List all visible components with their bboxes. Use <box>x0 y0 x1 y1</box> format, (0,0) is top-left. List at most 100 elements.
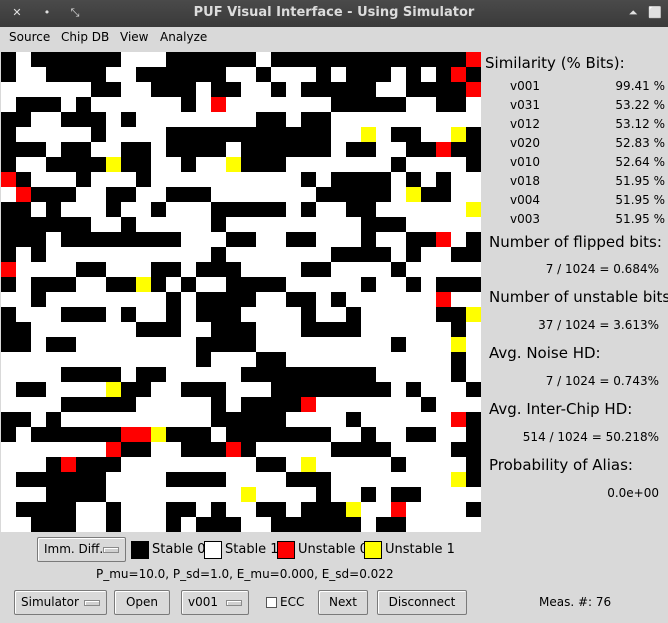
bit-cell <box>181 367 196 382</box>
bit-cell <box>301 112 316 127</box>
bit-cell <box>391 352 406 367</box>
bit-cell <box>451 67 466 82</box>
bit-cell <box>181 247 196 262</box>
minimize-icon[interactable]: • <box>43 6 51 19</box>
menu-bar: Source Chip DB View Analyze <box>0 27 668 49</box>
bit-cell <box>1 307 16 322</box>
bit-cell <box>346 382 361 397</box>
bit-cell <box>286 187 301 202</box>
bit-cell <box>286 397 301 412</box>
bit-cell <box>121 277 136 292</box>
bit-cell <box>421 292 436 307</box>
bit-cell <box>241 52 256 67</box>
bit-cell <box>286 307 301 322</box>
bit-cell <box>376 217 391 232</box>
bit-cell <box>121 487 136 502</box>
bit-cell <box>391 232 406 247</box>
bit-cell <box>211 382 226 397</box>
bit-cell <box>391 157 406 172</box>
bit-cell <box>361 352 376 367</box>
view-mode-dropdown[interactable]: Imm. Diff. <box>37 537 126 562</box>
ecc-checkbox[interactable] <box>266 597 277 608</box>
bit-cell <box>436 412 451 427</box>
bit-cell <box>1 97 16 112</box>
bit-cell <box>151 127 166 142</box>
bit-cell <box>61 307 76 322</box>
disconnect-button[interactable]: Disconnect <box>377 590 467 615</box>
bit-cell <box>331 67 346 82</box>
bit-cell <box>46 277 61 292</box>
bit-cell <box>166 412 181 427</box>
bit-cell <box>271 82 286 97</box>
bit-cell <box>436 172 451 187</box>
bit-cell <box>106 382 121 397</box>
bit-cell <box>241 277 256 292</box>
menu-view[interactable]: View <box>120 30 149 44</box>
bit-cell <box>226 397 241 412</box>
bit-cell <box>76 52 91 67</box>
bit-cell <box>316 232 331 247</box>
source-dropdown[interactable]: Simulator <box>14 590 107 615</box>
bit-cell <box>376 127 391 142</box>
bit-cell <box>16 127 31 142</box>
bit-cell <box>226 262 241 277</box>
collapse-icon[interactable]: ⏶ <box>628 6 638 19</box>
bit-cell <box>181 457 196 472</box>
bit-cell <box>106 472 121 487</box>
bit-cell <box>256 157 271 172</box>
bit-cell <box>166 457 181 472</box>
bit-cell <box>451 82 466 97</box>
maximize-icon[interactable]: ⬜ <box>648 6 662 19</box>
bit-cell <box>226 157 241 172</box>
bit-cell <box>331 307 346 322</box>
bit-cell <box>316 352 331 367</box>
bit-cell <box>391 67 406 82</box>
menu-chip-db[interactable]: Chip DB <box>61 30 110 44</box>
bit-cell <box>196 472 211 487</box>
menu-analyze[interactable]: Analyze <box>160 30 208 44</box>
bit-cell <box>46 232 61 247</box>
menu-source[interactable]: Source <box>9 30 51 44</box>
bit-cell <box>451 292 466 307</box>
bit-cell <box>406 142 421 157</box>
bit-cell <box>301 277 316 292</box>
similarity-row: v001 99.41 % <box>510 79 665 93</box>
similarity-row: v020 52.83 % <box>510 136 665 150</box>
bit-cell <box>136 187 151 202</box>
bit-cell <box>406 442 421 457</box>
bit-cell <box>361 97 376 112</box>
bit-cell <box>286 112 301 127</box>
bit-cell <box>316 502 331 517</box>
bit-cell <box>376 442 391 457</box>
bit-cell <box>166 82 181 97</box>
bit-cell <box>76 382 91 397</box>
bit-cell <box>61 157 76 172</box>
bit-cell <box>181 232 196 247</box>
bit-cell <box>61 442 76 457</box>
bit-cell <box>91 172 106 187</box>
bit-cell <box>106 112 121 127</box>
bit-cell <box>16 217 31 232</box>
chip-select-dropdown[interactable]: v001 <box>181 590 249 615</box>
bit-cell <box>361 202 376 217</box>
restore-icon[interactable]: ⤡ <box>70 6 80 19</box>
unstable0-label: Unstable 0 <box>298 542 368 557</box>
bit-cell <box>166 157 181 172</box>
bit-cell <box>331 217 346 232</box>
bit-cell <box>181 517 196 532</box>
bit-cell <box>226 427 241 442</box>
bit-cell <box>466 427 481 442</box>
next-button[interactable]: Next <box>318 590 368 615</box>
close-icon[interactable]: ✕ <box>12 6 22 19</box>
bit-cell <box>256 307 271 322</box>
bit-cell <box>256 262 271 277</box>
bit-cell <box>31 142 46 157</box>
bit-cell <box>451 112 466 127</box>
bit-cell <box>286 262 301 277</box>
bit-cell <box>241 202 256 217</box>
bit-cell <box>16 82 31 97</box>
bit-cell <box>226 412 241 427</box>
bit-cell <box>421 442 436 457</box>
bit-cell <box>376 232 391 247</box>
open-button[interactable]: Open <box>114 590 170 615</box>
